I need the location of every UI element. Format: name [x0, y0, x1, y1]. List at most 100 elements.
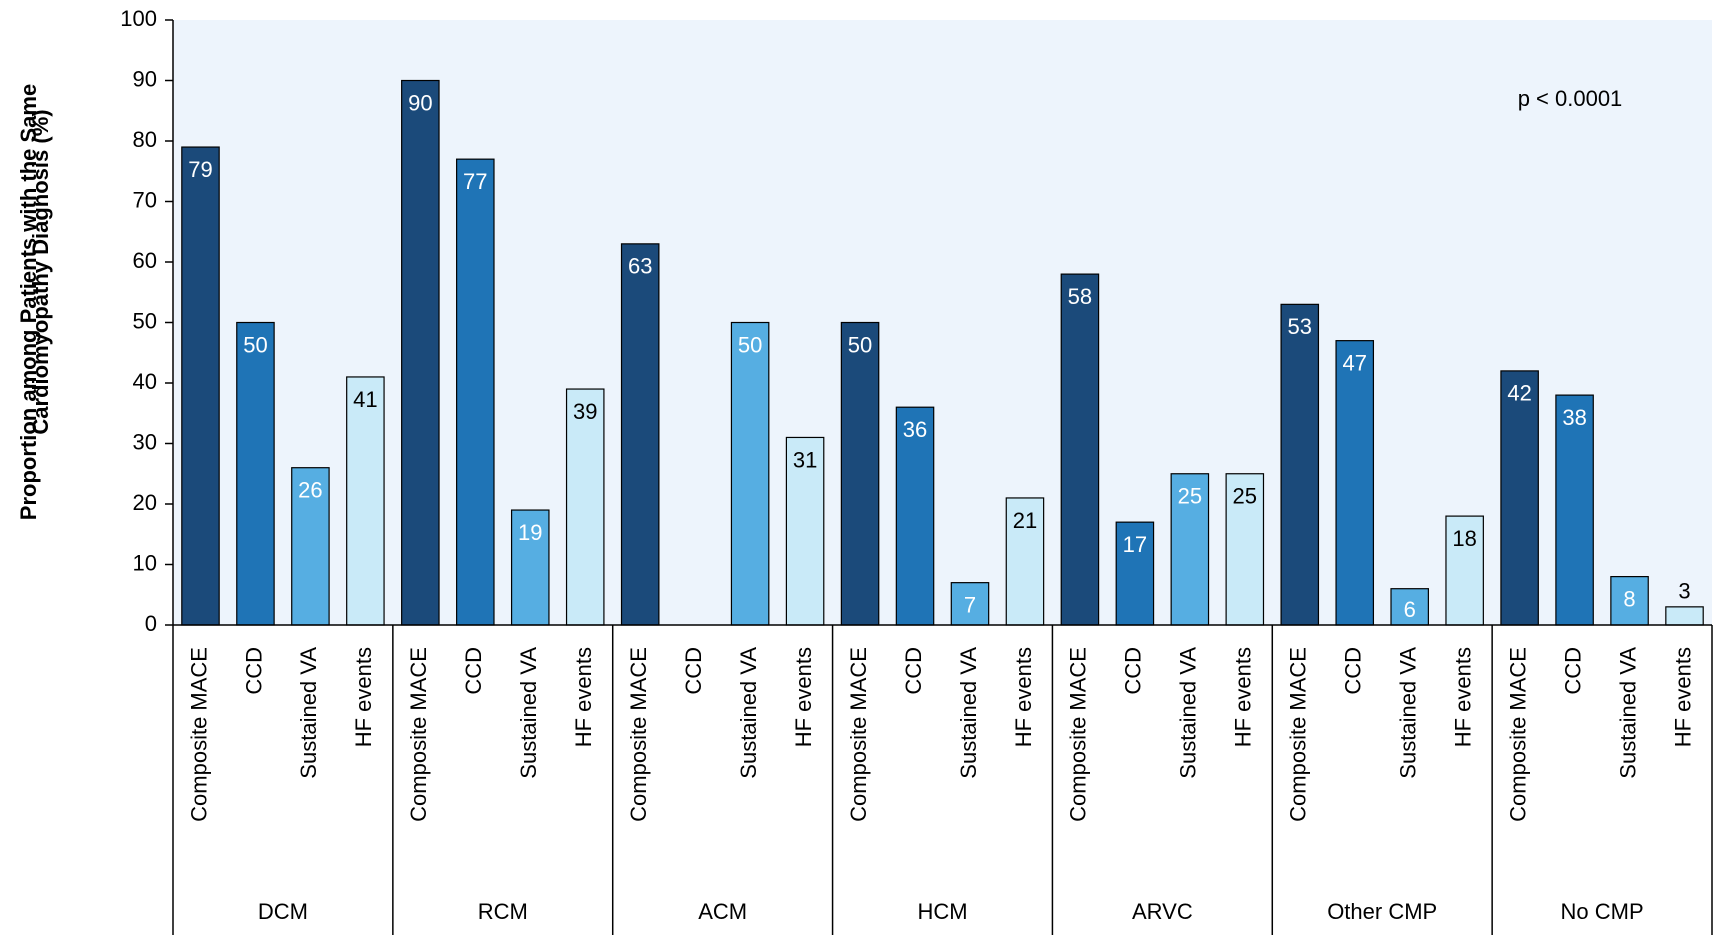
value-label: 63 — [628, 254, 652, 279]
x-tick-label: HF events — [1450, 647, 1475, 747]
x-group-label: RCM — [478, 899, 528, 924]
value-label: 17 — [1123, 532, 1147, 557]
value-label: 31 — [793, 447, 817, 472]
x-tick-label: CCD — [1341, 647, 1366, 695]
annotation: p < 0.0001 — [1518, 86, 1623, 111]
y-tick-label: 80 — [133, 127, 157, 152]
value-label: 42 — [1507, 381, 1531, 406]
value-label: 41 — [353, 387, 377, 412]
x-tick-label: HF events — [791, 647, 816, 747]
value-label: 21 — [1013, 508, 1037, 533]
x-tick-label: Sustained VA — [1615, 647, 1640, 779]
value-label: 58 — [1068, 284, 1092, 309]
x-group-label: ARVC — [1132, 899, 1193, 924]
bar — [1665, 606, 1704, 626]
bar — [1005, 497, 1045, 626]
x-tick-label: Sustained VA — [516, 647, 541, 779]
y-tick-label: 30 — [133, 429, 157, 454]
x-tick-label: Sustained VA — [736, 647, 761, 779]
value-label: 3 — [1678, 579, 1690, 604]
bar — [895, 406, 935, 626]
bar — [1170, 473, 1210, 626]
bar — [1610, 575, 1649, 626]
value-label: 19 — [518, 520, 542, 545]
y-tick-label: 20 — [133, 490, 157, 515]
value-label: 47 — [1342, 350, 1366, 375]
x-tick-label: Composite MACE — [626, 647, 651, 822]
x-tick-label: CCD — [241, 647, 266, 695]
x-tick-label: Composite MACE — [846, 647, 871, 822]
x-tick-label: Composite MACE — [186, 647, 211, 822]
bar — [1500, 370, 1539, 626]
value-label: 6 — [1404, 597, 1416, 622]
value-label: 50 — [243, 332, 267, 357]
x-tick-label: CCD — [901, 647, 926, 695]
x-tick-label: Sustained VA — [956, 647, 981, 779]
x-tick-label: Composite MACE — [1505, 647, 1530, 822]
value-label: 79 — [188, 157, 212, 182]
x-tick-label: HF events — [1670, 647, 1695, 747]
value-label: 50 — [738, 332, 762, 357]
value-label: 18 — [1452, 526, 1476, 551]
value-label: 90 — [408, 90, 432, 115]
x-group-label: Other CMP — [1327, 899, 1437, 924]
bar — [401, 79, 440, 626]
x-tick-label: Composite MACE — [1066, 647, 1091, 822]
y-axis-label: Proportion among Patients with the Same — [16, 84, 41, 520]
x-group-label: ACM — [698, 899, 747, 924]
bar — [620, 243, 660, 626]
bar — [730, 321, 770, 626]
x-tick-label: CCD — [461, 647, 486, 695]
bar — [181, 146, 220, 626]
x-tick-label: HF events — [1231, 647, 1256, 747]
x-tick-label: Composite MACE — [1286, 647, 1311, 822]
value-label: 39 — [573, 399, 597, 424]
bar — [565, 388, 605, 626]
bar — [1060, 273, 1100, 626]
y-tick-label: 10 — [133, 550, 157, 575]
bar — [456, 158, 495, 626]
y-tick-label: 60 — [133, 248, 157, 273]
bar — [346, 376, 385, 626]
value-label: 7 — [964, 592, 976, 617]
bar — [1390, 588, 1429, 626]
x-tick-label: CCD — [1560, 647, 1585, 695]
y-tick-label: 40 — [133, 369, 157, 394]
y-tick-label: 100 — [120, 6, 157, 31]
x-group-label: HCM — [917, 899, 967, 924]
y-tick-label: 70 — [133, 187, 157, 212]
bar — [236, 321, 275, 626]
x-tick-label: Sustained VA — [1176, 647, 1201, 779]
bar — [1280, 303, 1320, 626]
x-tick-label: Sustained VA — [1396, 647, 1421, 779]
x-tick-label: HF events — [571, 647, 596, 747]
x-tick-label: Composite MACE — [406, 647, 431, 822]
y-axis-label: Cardiomyopathy Diagnosis (%) — [28, 109, 53, 434]
x-tick-label: Sustained VA — [296, 647, 321, 779]
bar — [510, 509, 550, 626]
bar — [1555, 394, 1594, 626]
value-label: 25 — [1233, 484, 1257, 509]
y-tick-label: 50 — [133, 308, 157, 333]
bar — [1335, 340, 1375, 626]
y-tick-label: 0 — [145, 611, 157, 636]
x-tick-label: CCD — [1121, 647, 1146, 695]
x-tick-label: CCD — [681, 647, 706, 695]
y-tick-label: 90 — [133, 66, 157, 91]
x-tick-label: HF events — [1011, 647, 1036, 747]
value-label: 53 — [1288, 314, 1312, 339]
x-group-label: No CMP — [1561, 899, 1644, 924]
bar — [950, 582, 990, 626]
value-label: 26 — [298, 478, 322, 503]
value-label: 36 — [903, 417, 927, 442]
value-label: 25 — [1178, 484, 1202, 509]
value-label: 8 — [1623, 586, 1635, 611]
x-tick-label: HF events — [351, 647, 376, 747]
bar — [840, 321, 880, 626]
bar — [1445, 515, 1484, 626]
x-group-label: DCM — [258, 899, 308, 924]
value-label: 77 — [463, 169, 487, 194]
value-label: 38 — [1562, 405, 1586, 430]
value-label: 50 — [848, 332, 872, 357]
